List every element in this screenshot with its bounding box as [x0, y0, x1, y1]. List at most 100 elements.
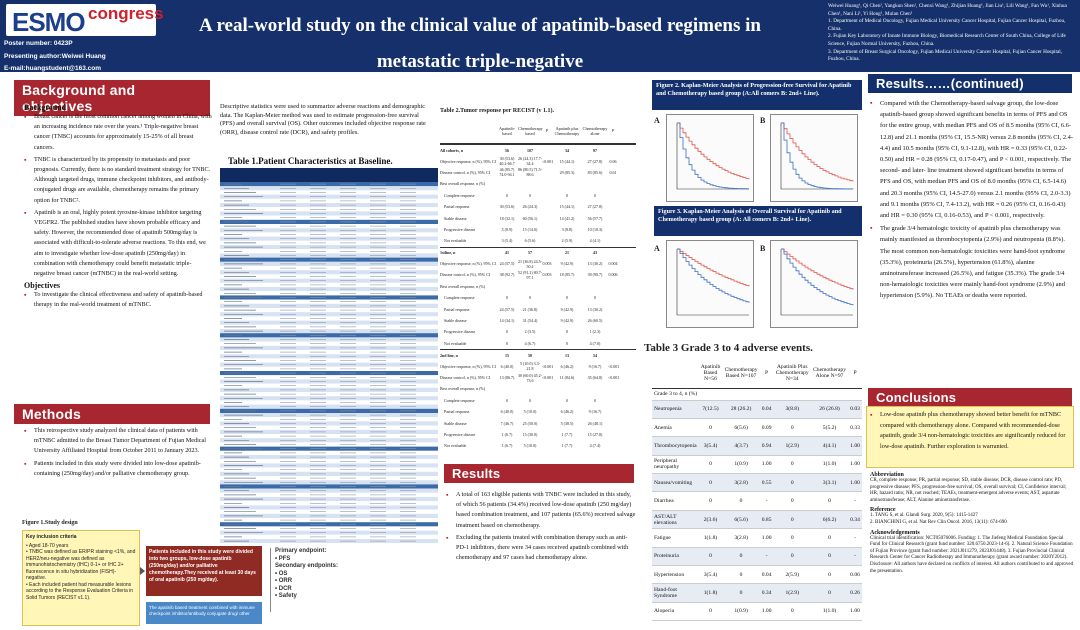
table1-row — [220, 467, 438, 472]
table3-cell: 0 — [773, 547, 811, 567]
table1-row — [220, 270, 438, 275]
table2-cell: Not evaluable — [444, 340, 467, 346]
table2-row: Disease control, n (%), 95% CI 13 (86.7) 3… — [440, 372, 636, 383]
table2-cell: 0 — [594, 295, 596, 301]
table3-cell: 0 — [773, 602, 811, 622]
table2-row: Stable disease 7 (46.7) 25 (50.0) 5 (38.5) 2… — [440, 417, 636, 428]
table3-cell: Nausea/vomiting — [652, 473, 699, 493]
table3-cell: Hand-foot Syndrome — [652, 583, 699, 603]
t2-col6: P — [611, 128, 615, 133]
presenting-author: Presenting author:Weiwei Huang — [4, 52, 106, 60]
table2-cell: All cohorts, n — [440, 147, 463, 153]
table2-cell: 83 (85.6) — [587, 169, 603, 175]
combination-note: The apatinib based treatment combined wi… — [146, 602, 262, 624]
table2-cell: Partial response — [444, 204, 470, 210]
table2-cell: 26 (24.3) — [522, 204, 538, 210]
table1-row — [220, 450, 438, 455]
results-section: A total of 163 eligible patients with TN… — [446, 490, 636, 565]
table1-row — [220, 249, 438, 254]
table2-cell: 0.004 — [608, 261, 618, 267]
table1-row — [220, 308, 438, 313]
table1-row — [220, 194, 438, 199]
affiliation-1: 1. Department of Medical Oncology, Fujia… — [828, 18, 1066, 32]
km-plot-os-2nd — [780, 248, 854, 316]
table2-cell: Progressive disease — [444, 329, 476, 335]
table3-cell: 6(5.6) — [722, 510, 760, 530]
fig3-km-a — [666, 240, 754, 328]
abbreviation-title: Abbreviation — [870, 472, 904, 478]
km-axis — [676, 123, 749, 190]
key-criterion-2-text: TNBC was defined as ER/PR staining <1%, … — [26, 549, 136, 581]
table1-row — [220, 291, 438, 296]
results-cont-p2: The grade 3/4 hematologic toxicity of ap… — [870, 223, 1074, 301]
table3-cell: 0 — [773, 418, 811, 438]
table2-cell: 18 (85.7) — [559, 272, 575, 278]
table3-cell: 6(5.6) — [722, 418, 760, 438]
table2-cell: <0.001 — [542, 375, 554, 380]
table3-cell: 0.33 — [848, 418, 862, 438]
table2-cell: 39 (90.7) — [587, 272, 603, 278]
title-line-2: breast cancer — [425, 87, 535, 108]
table1-row — [220, 446, 438, 451]
table1-row — [220, 266, 438, 271]
table3: Apatinib Based N=56 Chemotherapy Based N… — [652, 358, 862, 622]
table3-cell: 1(0.9) — [722, 602, 760, 622]
table1-row — [220, 429, 438, 434]
table2-row: Complete response 0 0 0 0 — [440, 292, 636, 303]
logo-main: ESMO — [12, 7, 86, 37]
table1-row — [220, 463, 438, 468]
table1-row — [220, 316, 438, 321]
table1-row — [220, 404, 438, 409]
table2-cell: 0 — [566, 329, 568, 335]
table2-cell: 4 (6.7) — [524, 340, 536, 346]
table2-cell: 0 — [529, 295, 531, 301]
ack-title: Acknowledgements — [870, 529, 920, 536]
table2-cell: 2 (5.9) — [561, 238, 573, 244]
table2-row: Stable disease 14 (34.1) 31 (54.4) 9 (42.9)… — [440, 315, 636, 326]
table2-cell: 9 (16.7) — [588, 363, 602, 369]
table3-cell: 0 — [773, 491, 811, 511]
secondary-endpoint-title: Secondary endpoints: — [275, 563, 339, 569]
table3-cell: 1.00 — [848, 455, 862, 475]
table1-row — [220, 215, 438, 220]
table1-row — [220, 497, 438, 502]
table3-cell: Proteinuria — [652, 547, 699, 567]
table1-row — [220, 240, 438, 245]
table2-row: Best overall response, n (%) — [440, 383, 636, 394]
table1-row — [220, 434, 438, 439]
endpoint-os: • OS — [275, 570, 288, 577]
background-p2: TNBC is characterized by its propensity … — [24, 155, 212, 206]
t3-h6: P — [848, 358, 862, 389]
table2-cell: 6 (5.6) — [524, 238, 536, 244]
table2-cell: 6 (46.2) — [560, 409, 574, 415]
table1-row — [220, 211, 438, 216]
table1-row — [220, 324, 438, 329]
table2-cell: Objective response, n (%), 95% CI — [440, 261, 496, 267]
km-curve-apatinib — [781, 248, 854, 290]
table1-row — [220, 417, 438, 422]
table2-cell: 26 (48.1) — [587, 420, 603, 426]
table3-cell: 0 — [773, 455, 811, 475]
table3-cell: 3(5.4) — [698, 436, 723, 456]
table1-row — [220, 501, 438, 506]
endpoints-box: Primary endpoint: • PFS Secondary endpoi… — [270, 548, 340, 612]
table2-cell: <0.001 — [542, 363, 554, 369]
table3-cell: 3(2.8) — [722, 473, 760, 493]
table2-cell: 13 (86.7) — [499, 375, 515, 380]
table2-cell: 25 (50.0) — [522, 420, 538, 426]
table2-cell: 5 (10.0) 3.3-21.8 — [520, 361, 540, 372]
key-criterion-1-text: Aged 18-70 years — [28, 542, 69, 549]
table2-cell: 2 (3.5) — [524, 329, 536, 335]
table2-cell: 30 (60.0) 45.2-73.6 — [518, 372, 542, 383]
table1-row — [220, 186, 438, 191]
table2-row: Partial response 24 (57.5) 21 (36.8) 9 (42.… — [440, 303, 636, 314]
key-criterion-1: • Aged 18-70 years — [26, 542, 69, 549]
table2-cell: 38 (92.7) — [499, 272, 515, 278]
background-heading: Background and objectives — [14, 80, 210, 116]
table2-cell: Objective response, n (%), 95% CI — [440, 158, 496, 164]
table1-row — [220, 274, 438, 279]
authors: Weiwei Huang¹, Qi Chen¹, Yangkun Shen¹, … — [828, 3, 1067, 17]
table2-cell: Complete response — [444, 192, 475, 198]
table3-cell: 1(1.0) — [810, 602, 849, 622]
table2-cell: 107 — [527, 147, 533, 153]
